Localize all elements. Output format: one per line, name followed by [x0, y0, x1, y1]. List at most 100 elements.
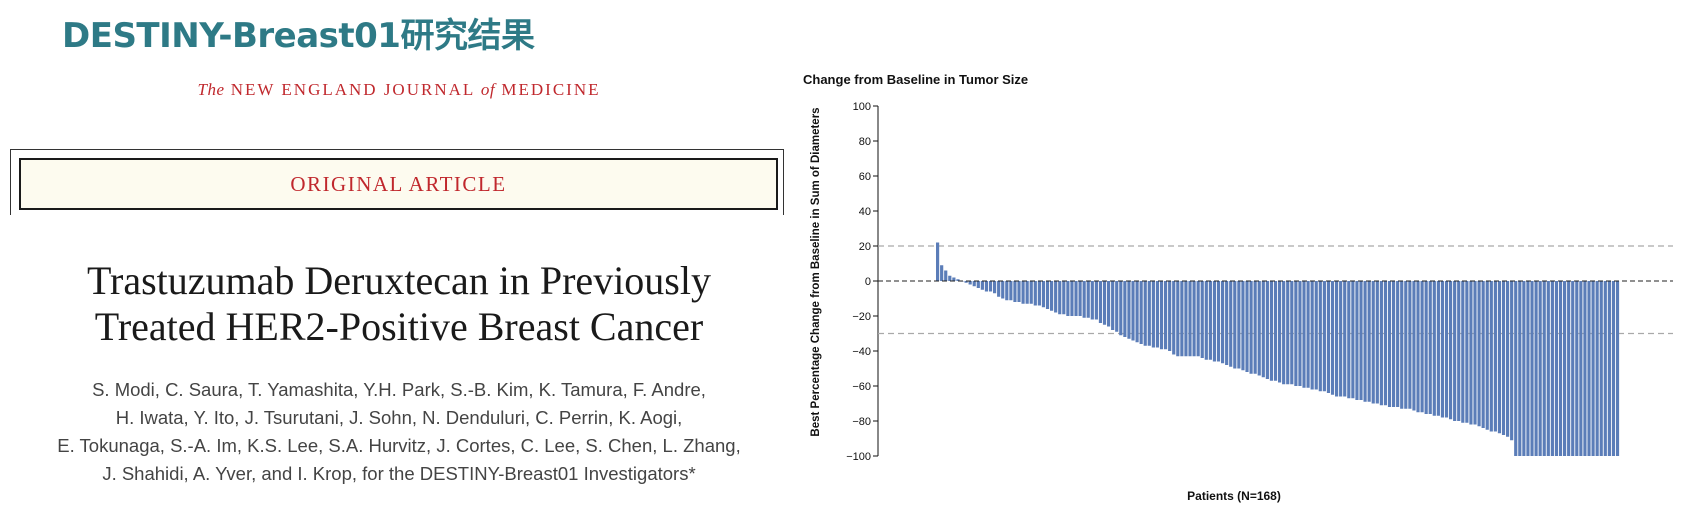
bar: [952, 277, 956, 281]
y-tick-label: 40: [859, 206, 871, 218]
article-type-box: ORIGINAL ARTICLE: [19, 158, 778, 210]
bar: [1432, 281, 1436, 416]
bar: [1037, 281, 1041, 306]
bar: [1583, 281, 1587, 456]
bar: [1078, 281, 1082, 316]
y-tick-label: 0: [865, 276, 871, 288]
bar: [1172, 281, 1176, 355]
paper-title-line2: Treated HER2-Positive Breast Cancer: [94, 304, 704, 349]
bar: [1090, 281, 1094, 320]
bar: [1029, 281, 1033, 304]
bar: [1387, 281, 1392, 407]
bar: [1497, 281, 1502, 434]
bar: [1550, 281, 1554, 456]
bar: [1587, 281, 1591, 456]
bar: [1571, 281, 1575, 456]
bar: [1009, 281, 1013, 301]
article-type-label: ORIGINAL ARTICLE: [290, 171, 507, 196]
bar: [1351, 281, 1355, 399]
bar: [1151, 281, 1155, 348]
bar: [1139, 281, 1143, 344]
bar: [1098, 281, 1103, 323]
bar: [1119, 281, 1123, 336]
y-axis: 100 80 60 40 20 0 −20 −40 −60 −80 −100: [846, 101, 879, 463]
bar: [1086, 281, 1090, 318]
slide-title: DESTINY-Breast01研究结果: [62, 16, 535, 56]
y-tick-label: −60: [852, 381, 871, 393]
bar: [1514, 281, 1518, 456]
bar: [1062, 281, 1066, 315]
y-tick-label: −20: [852, 311, 871, 323]
bar: [1595, 281, 1599, 456]
bar: [1363, 281, 1367, 402]
bar: [976, 281, 980, 288]
bar: [1273, 281, 1278, 381]
bar: [1017, 281, 1021, 302]
bar: [1237, 281, 1241, 369]
bar: [1066, 281, 1070, 316]
article-frame: [10, 149, 784, 215]
chart-svg: Change from Baseline in Tumor Size Best …: [803, 72, 1673, 503]
bar: [1343, 281, 1347, 397]
bar: [1335, 281, 1339, 397]
bar: [1111, 281, 1115, 330]
bar: [1436, 281, 1440, 416]
bar: [1477, 281, 1481, 427]
bar-series: [936, 242, 1620, 456]
bar: [1216, 281, 1221, 362]
bar: [1355, 281, 1359, 400]
author-line: H. Iwata, Y. Ito, J. Tsurutani, J. Sohn,…: [115, 407, 683, 428]
bar: [997, 281, 1001, 297]
bar: [1558, 281, 1563, 456]
bar: [1310, 281, 1314, 390]
bar: [1265, 281, 1269, 379]
bar: [1416, 281, 1420, 413]
bar: [1563, 281, 1567, 456]
paper-title-line1: Trastuzumab Deruxtecan in Previously: [87, 258, 711, 303]
bar: [1404, 281, 1408, 409]
bar: [1615, 281, 1620, 456]
bar: [1501, 281, 1506, 435]
bar: [1253, 281, 1257, 374]
bar: [1196, 281, 1200, 357]
bar: [968, 281, 972, 285]
bar: [1339, 281, 1343, 397]
bar: [1180, 281, 1184, 357]
bar: [1375, 281, 1379, 404]
bar: [1359, 281, 1363, 400]
bar: [1408, 281, 1412, 409]
bar: [956, 279, 960, 281]
bar: [1192, 281, 1196, 357]
bar: [1045, 281, 1050, 309]
y-tick-label: 20: [859, 241, 871, 253]
waterfall-chart: Change from Baseline in Tumor Size Best …: [798, 70, 1682, 514]
y-tick-label: 60: [859, 171, 871, 183]
bar: [1261, 281, 1265, 378]
bar: [1278, 281, 1282, 383]
bar: [940, 265, 944, 281]
bar: [1013, 281, 1017, 302]
bar: [1212, 281, 1217, 362]
bar: [1245, 281, 1249, 372]
bar: [1208, 281, 1212, 360]
bar: [984, 281, 989, 292]
bar: [1200, 281, 1204, 358]
bar: [948, 275, 952, 281]
bar: [1115, 281, 1119, 332]
bar: [1367, 281, 1371, 402]
bar: [1440, 281, 1445, 418]
bar: [1021, 281, 1025, 304]
bar: [1302, 281, 1306, 388]
bar: [1221, 281, 1225, 364]
bar: [1392, 281, 1396, 407]
journal-name-part2: MEDICINE: [501, 80, 601, 99]
bar: [944, 270, 948, 281]
bar: [1225, 281, 1229, 365]
bar: [1070, 281, 1074, 316]
journal-of: of: [480, 80, 496, 99]
bar: [1420, 281, 1424, 413]
bar: [964, 281, 968, 283]
bar: [1579, 281, 1583, 456]
bar: [1379, 281, 1383, 406]
bar: [988, 281, 993, 292]
